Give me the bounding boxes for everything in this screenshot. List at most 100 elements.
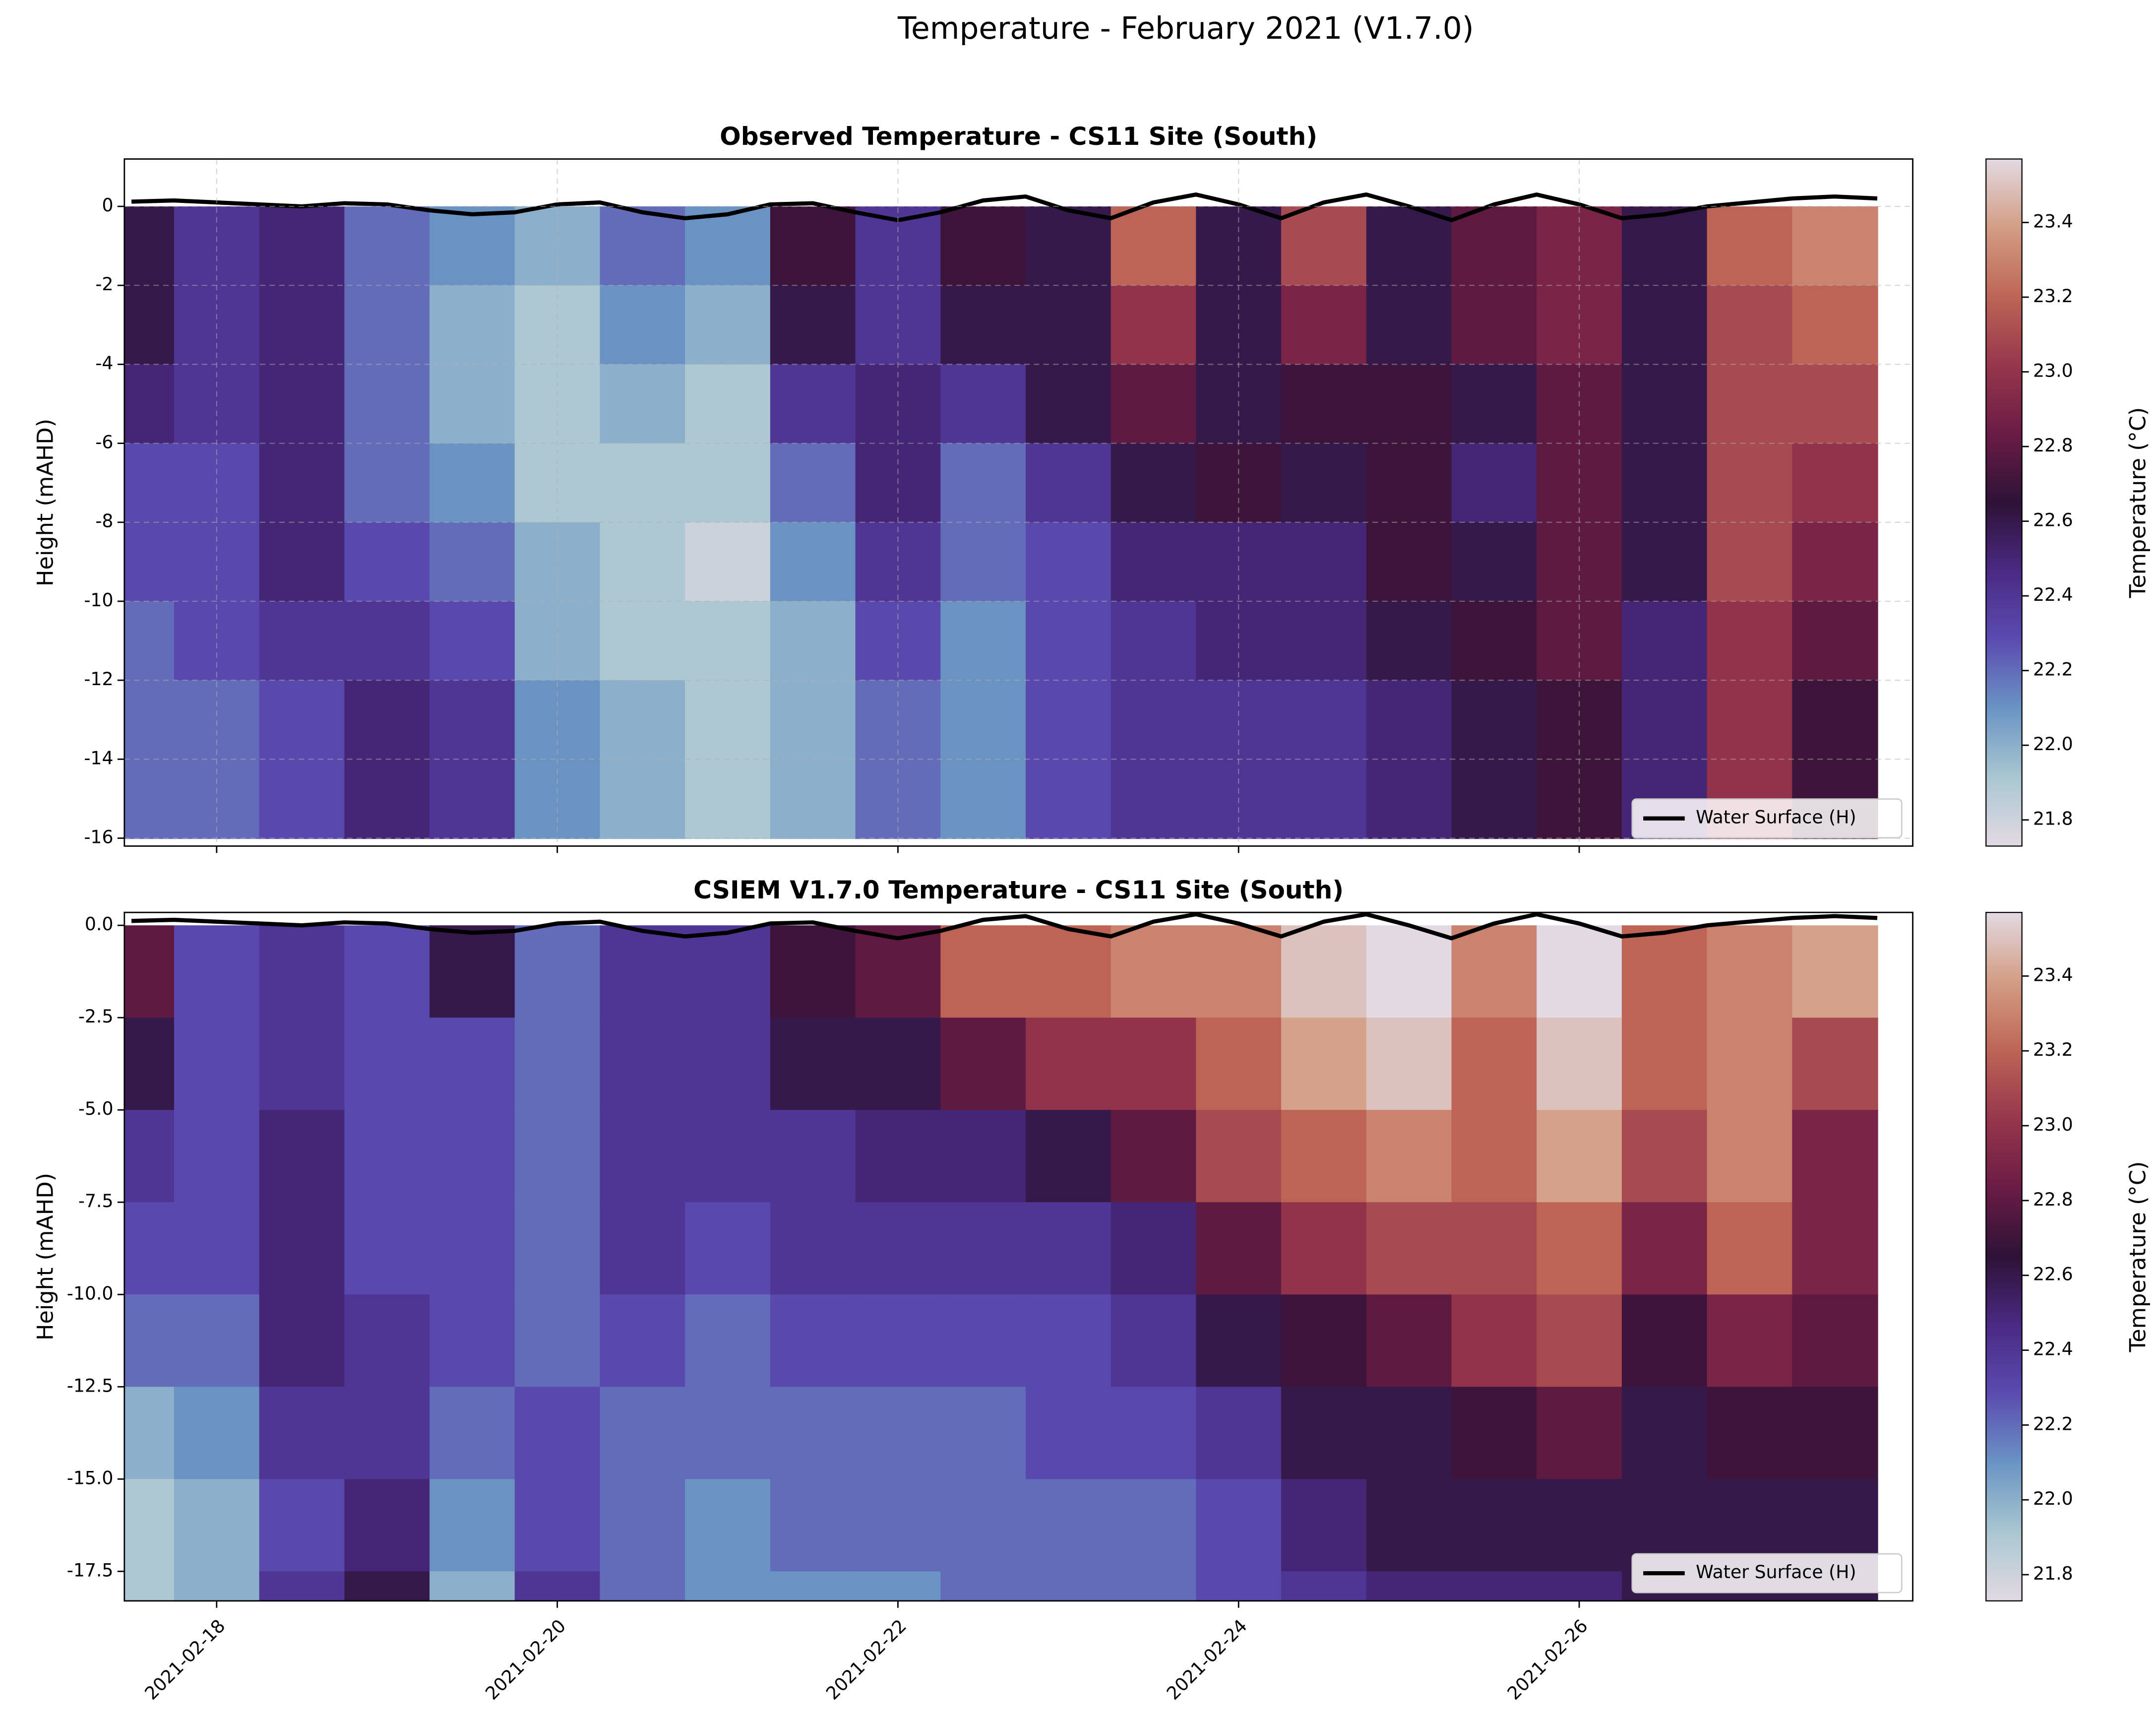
heat-cell — [124, 759, 175, 839]
colorbar-tick-label: 22.6 — [2033, 1264, 2073, 1285]
colorbar-label: Temperature (°C) — [2125, 1161, 2151, 1353]
heat-cell — [1451, 1018, 1538, 1111]
heat-cell — [174, 1571, 260, 1601]
heat-cell — [174, 601, 260, 681]
heat-cell — [430, 522, 516, 602]
heat-cell — [259, 680, 346, 760]
heat-cell — [1792, 1018, 1878, 1111]
heat-cell — [685, 601, 771, 681]
heat-cell — [1110, 443, 1197, 523]
heat-cell — [1792, 1294, 1878, 1388]
y-tick-label: -15.0 — [67, 1467, 114, 1488]
heat-cell — [1366, 285, 1453, 366]
heat-cell — [1281, 522, 1367, 602]
colorbar-tick-label: 23.2 — [2033, 1039, 2073, 1060]
water-surface-line — [131, 912, 1878, 941]
heat-cell — [344, 1387, 431, 1480]
heat-cell — [344, 601, 431, 681]
heat-cell — [259, 1294, 346, 1388]
heat-cell — [1281, 443, 1367, 523]
heat-cell — [1451, 364, 1538, 445]
heat-cell — [1451, 206, 1538, 286]
y-tick-label: -12 — [84, 668, 113, 690]
heat-cell — [259, 759, 346, 839]
heat-cell — [174, 1479, 260, 1573]
heat-cell — [600, 680, 686, 760]
heat-cell — [1110, 206, 1197, 286]
heat-cell — [1792, 206, 1878, 286]
heat-cell — [1110, 680, 1197, 760]
heat-cell — [344, 1294, 431, 1388]
heat-cell — [430, 206, 516, 286]
heat-cell — [1537, 1387, 1623, 1480]
heat-cell — [124, 443, 175, 523]
figure-title: Temperature - February 2021 (V1.7.0) — [897, 11, 1474, 46]
heat-cell — [514, 1018, 601, 1111]
heat-cell — [1451, 1202, 1538, 1295]
heat-cell — [259, 1571, 346, 1601]
heat-cell — [1366, 759, 1453, 839]
heat-cell — [855, 1571, 941, 1601]
heat-cell — [855, 1479, 941, 1573]
y-tick-label: 0.0 — [85, 913, 114, 935]
heat-cell — [1110, 522, 1197, 602]
heat-cell — [1537, 1110, 1623, 1203]
y-axis-label: Height (mAHD) — [33, 1173, 59, 1340]
colorbar — [1985, 158, 2023, 847]
heat-cell — [940, 1018, 1027, 1111]
heat-cell — [259, 925, 346, 1019]
heat-cell — [1025, 1202, 1112, 1295]
heat-cell — [124, 1479, 175, 1573]
heat-cell — [514, 1110, 601, 1203]
heat-cell — [1366, 925, 1453, 1019]
y-tick-label: -17.5 — [67, 1559, 114, 1581]
y-tick-label: -6 — [95, 432, 113, 453]
heat-cell — [430, 285, 516, 366]
heat-cell — [1110, 1110, 1197, 1203]
heat-cell — [1451, 1479, 1538, 1573]
heat-cell — [430, 1202, 516, 1295]
plot-area — [124, 192, 1878, 839]
heat-cell — [1537, 601, 1623, 681]
heat-cell — [1707, 680, 1793, 760]
heat-cell — [1281, 364, 1367, 445]
heat-cell — [685, 443, 771, 523]
heat-cell — [940, 1110, 1027, 1203]
heat-cell — [1621, 1387, 1708, 1480]
heat-cell — [259, 1018, 346, 1111]
heat-cell — [430, 759, 516, 839]
heat-cell — [174, 1294, 260, 1388]
heat-cell — [1025, 601, 1112, 681]
heat-cell — [1025, 925, 1112, 1019]
heat-cell — [174, 1018, 260, 1111]
heat-cell — [600, 1387, 686, 1480]
heat-cell — [600, 925, 686, 1019]
colorbar — [1985, 912, 2023, 1601]
heat-cell — [685, 680, 771, 760]
colorbar-tick-label: 22.2 — [2033, 1413, 2073, 1434]
heat-cell — [1451, 443, 1538, 523]
heat-cell — [1281, 925, 1367, 1019]
heat-cell — [1196, 1387, 1282, 1480]
heat-cell — [1451, 1294, 1538, 1388]
heat-cell — [1196, 925, 1282, 1019]
heat-cell — [1451, 925, 1538, 1019]
y-tick-label: -4 — [95, 352, 113, 374]
heat-cell — [770, 759, 857, 839]
heat-cell — [770, 522, 857, 602]
colorbar-tick-label: 23.0 — [2033, 1114, 2073, 1135]
heat-cell — [344, 206, 431, 286]
heat-cell — [124, 206, 175, 286]
heat-cell — [259, 364, 346, 445]
heat-cell — [1792, 1387, 1878, 1480]
heat-cell — [1451, 285, 1538, 366]
y-tick-label: -14 — [84, 747, 113, 768]
heat-cell — [855, 1110, 941, 1203]
heat-cell — [1025, 1571, 1112, 1601]
heat-cell — [1366, 1294, 1453, 1388]
heat-cell — [1281, 1387, 1367, 1480]
heat-cell — [1366, 1571, 1453, 1601]
heat-cell — [259, 522, 346, 602]
y-tick-label: -10.0 — [67, 1282, 114, 1304]
colorbar-tick-label: 22.8 — [2033, 435, 2073, 456]
